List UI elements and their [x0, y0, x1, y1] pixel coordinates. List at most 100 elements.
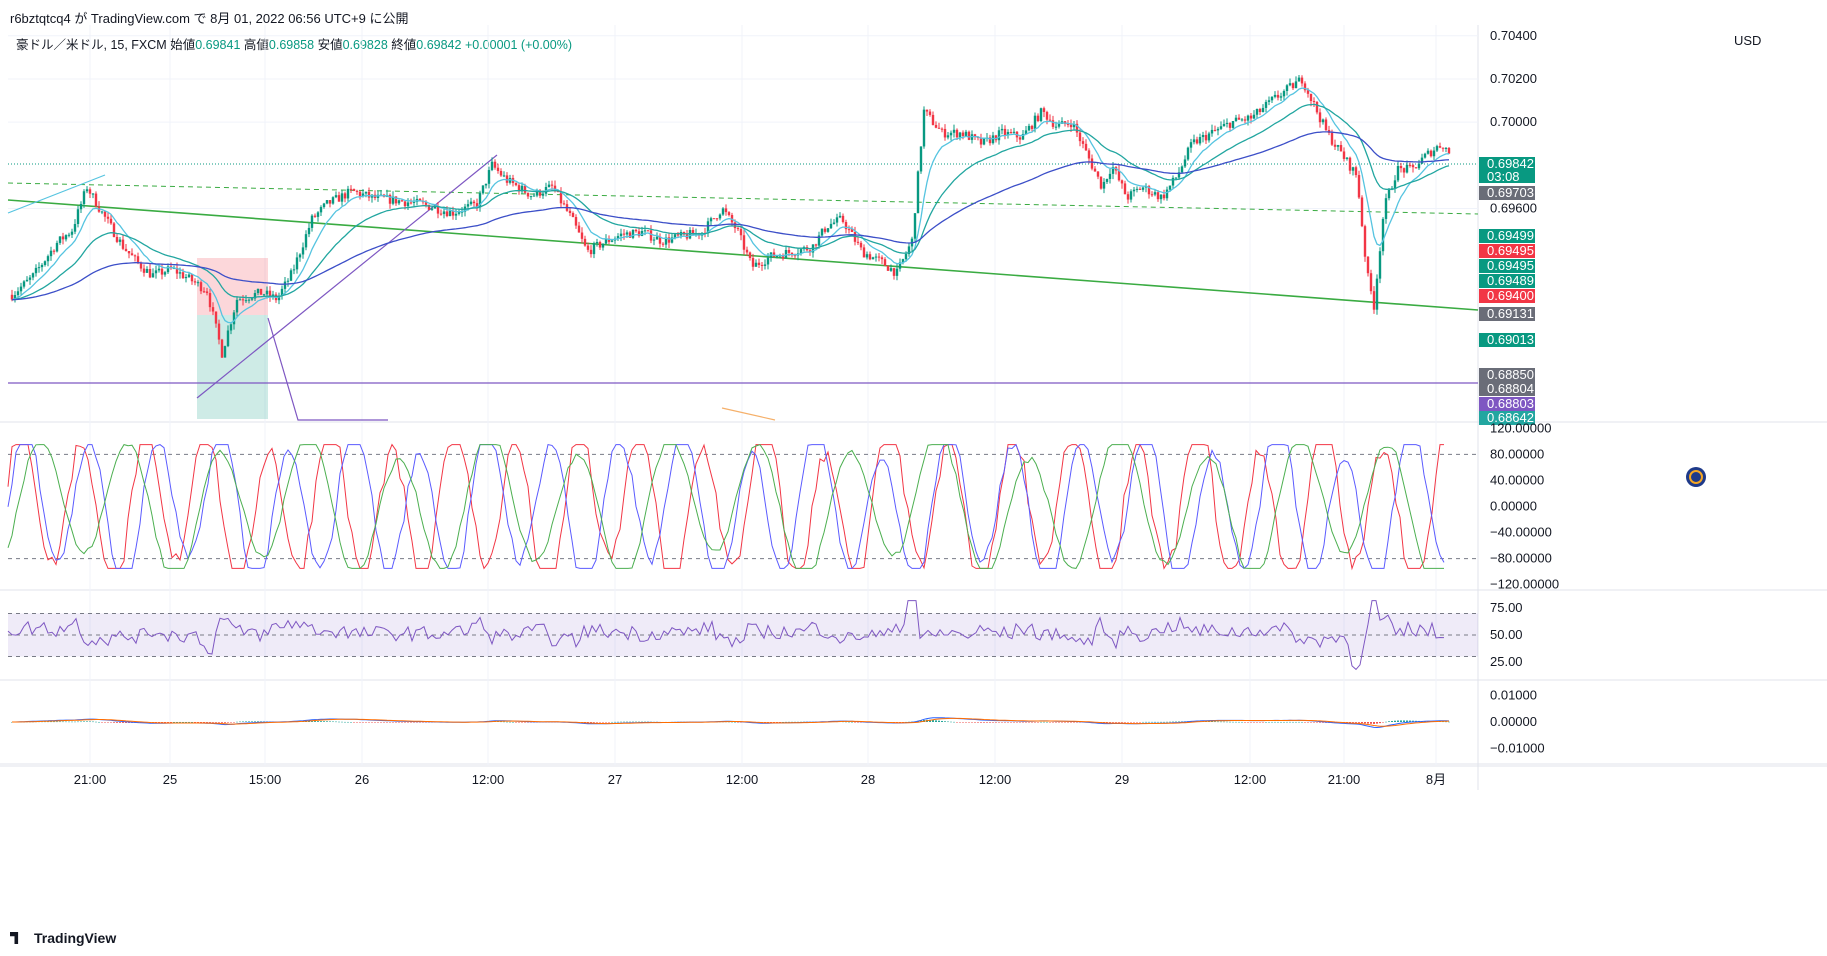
- macd-histogram-bar: [965, 722, 967, 723]
- candle-body: [295, 257, 299, 270]
- candle-body: [253, 293, 257, 299]
- candle-body: [1357, 175, 1361, 198]
- candle-body: [1255, 108, 1259, 115]
- candle-body: [238, 299, 242, 301]
- macd-histogram-bar: [125, 722, 127, 723]
- macd-histogram-bar: [332, 721, 334, 723]
- candle-body: [466, 204, 470, 207]
- macd-histogram-bar: [53, 721, 55, 723]
- candle-body: [610, 240, 614, 242]
- price-tag: [1479, 382, 1535, 396]
- candle-body: [166, 266, 170, 273]
- candle-body: [28, 277, 32, 280]
- candle-body: [430, 208, 434, 210]
- candle-body: [547, 184, 551, 188]
- replay-icon[interactable]: [1686, 467, 1706, 487]
- macd-histogram-bar: [1169, 721, 1171, 723]
- candle-body: [1282, 90, 1286, 97]
- candle-body: [82, 191, 86, 204]
- candle-body: [493, 161, 497, 168]
- rsi-tick-label: 25.00: [1490, 654, 1523, 669]
- macd-histogram-bar: [1412, 720, 1414, 722]
- macd-histogram-bar: [1382, 722, 1384, 723]
- candle-body: [1387, 189, 1391, 199]
- price-tag-label: 0.69495: [1487, 258, 1534, 273]
- macd-histogram-bar: [188, 721, 190, 723]
- macd-line: [12, 717, 1450, 729]
- symbol-name[interactable]: 豪ドル／米ドル, 15, FXCM: [16, 38, 167, 52]
- candle-body: [913, 213, 917, 239]
- macd-histogram-bar: [1154, 721, 1156, 723]
- stoch-tick-label: −80.00000: [1490, 551, 1552, 566]
- macd-histogram-bar: [224, 722, 226, 723]
- candle-body: [568, 210, 572, 213]
- candle-body: [472, 201, 476, 204]
- candle-body: [1135, 188, 1139, 190]
- stochastic-pane: [7, 443, 1478, 571]
- macd-histogram-bar: [158, 722, 160, 723]
- candle-body: [1096, 171, 1100, 177]
- macd-histogram-bar: [1400, 720, 1402, 722]
- macd-histogram-bar: [1109, 722, 1111, 723]
- candle-body: [409, 202, 413, 204]
- macd-histogram-bar: [779, 722, 781, 723]
- candle-body: [241, 299, 245, 301]
- macd-histogram-bar: [56, 721, 58, 723]
- macd-histogram-bar: [1370, 722, 1372, 724]
- candle-body: [961, 132, 965, 136]
- macd-histogram-bar: [788, 721, 790, 723]
- price-tag-label: 0.69400: [1487, 288, 1534, 303]
- candle-body: [163, 272, 167, 275]
- candle-body: [1405, 164, 1409, 173]
- macd-histogram-bar: [503, 721, 505, 723]
- candle-body: [1192, 139, 1196, 143]
- macd-histogram-bar: [1295, 721, 1297, 723]
- candle-body: [1252, 114, 1256, 119]
- macd-histogram-bar: [1208, 721, 1210, 722]
- macd-histogram-bar: [386, 722, 388, 723]
- candle-body: [757, 262, 761, 265]
- candle-body: [1309, 93, 1313, 102]
- stoch-tick-label: −40.00000: [1490, 525, 1552, 540]
- candle-body: [160, 268, 164, 275]
- candle-body: [820, 228, 824, 236]
- candle-body: [754, 262, 758, 267]
- macd-histogram-bar: [251, 721, 253, 722]
- candle-body: [532, 195, 536, 197]
- candle-body: [982, 138, 986, 145]
- macd-histogram-bar: [629, 721, 631, 723]
- candle-body: [1009, 132, 1013, 134]
- candle-body: [1363, 226, 1367, 257]
- change-value: +0.00001 (+0.00%): [464, 38, 572, 52]
- macd-histogram-bar: [899, 722, 901, 723]
- symbol-legend: 豪ドル／米ドル, 15, FXCM 始値0.69841 高値0.69858 安値…: [16, 34, 572, 53]
- price-tag-label: 0.69499: [1487, 228, 1534, 243]
- macd-histogram-bar: [845, 721, 847, 723]
- candle-body: [1141, 187, 1145, 190]
- candle-body: [25, 279, 29, 282]
- macd-histogram-bar: [617, 721, 619, 723]
- macd-histogram-bar: [1262, 722, 1264, 723]
- candle-body: [307, 227, 311, 235]
- macd-histogram-bar: [596, 722, 598, 723]
- candle-body: [1027, 125, 1031, 131]
- candle-body: [361, 193, 365, 197]
- candle-body: [892, 268, 896, 276]
- candle-body: [454, 213, 458, 216]
- macd-histogram-bar: [941, 720, 943, 722]
- candle-body: [1273, 94, 1277, 97]
- candle-body: [994, 135, 998, 141]
- price-tick-label: 0.70400: [1490, 28, 1537, 43]
- candle-body: [1006, 132, 1010, 136]
- candle-body: [268, 290, 272, 297]
- stoch-tick-label: 80.00000: [1490, 446, 1544, 461]
- candle-body: [868, 254, 872, 260]
- candle-body: [418, 198, 422, 201]
- time-tick-label: 21:00: [1328, 772, 1361, 787]
- macd-histogram-bar: [47, 721, 49, 723]
- close-value: 0.69842: [416, 38, 462, 52]
- stoch-tick-label: 0.00000: [1490, 499, 1537, 514]
- macd-histogram-bar: [1148, 721, 1150, 723]
- candle-body: [85, 189, 89, 192]
